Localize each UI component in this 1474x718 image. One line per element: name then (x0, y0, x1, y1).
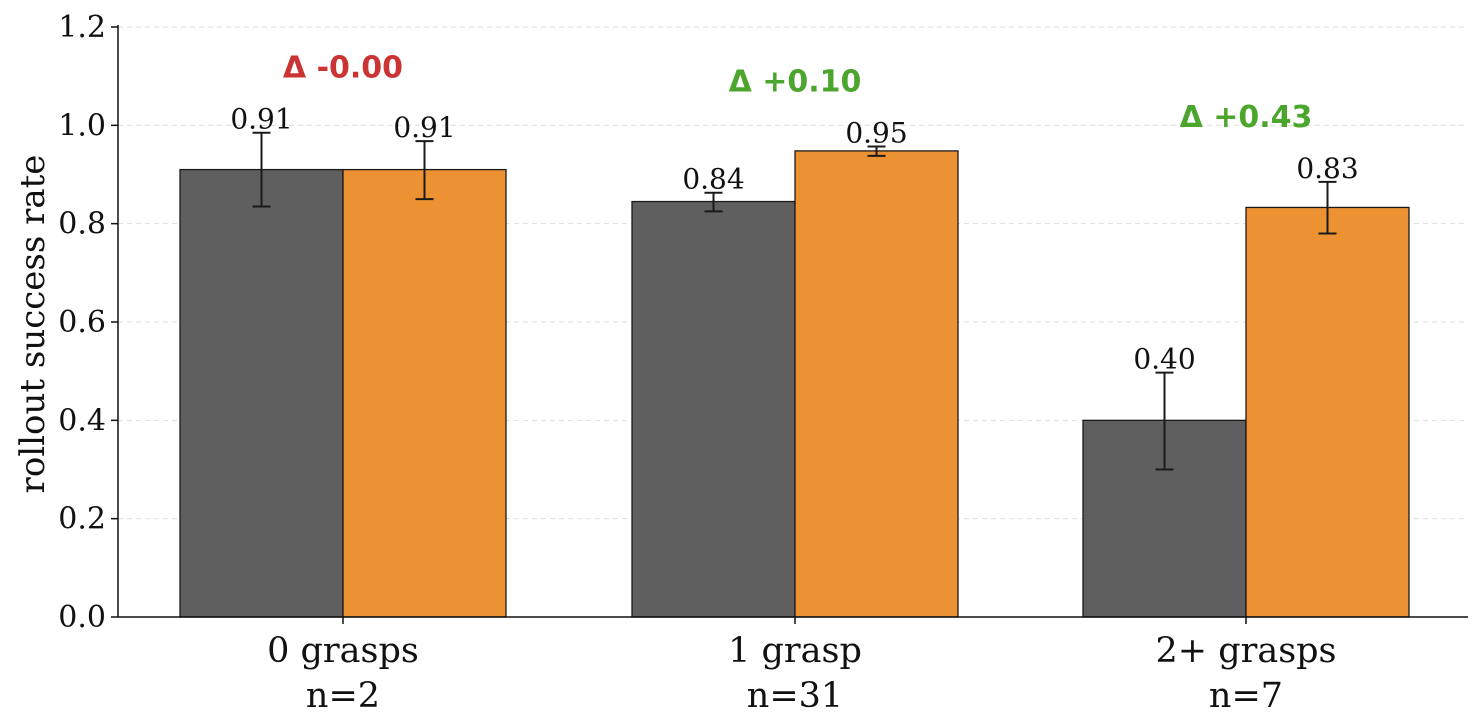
y-tick-label: 0.6 (58, 305, 106, 340)
x-tick-label: 2+ grasps (1155, 631, 1336, 671)
bar (794, 150, 959, 618)
y-tick-label: 0.0 (58, 600, 106, 635)
value-label: 0.83 (1296, 152, 1358, 185)
axes (111, 25, 1468, 624)
y-axis-title: rollout success rate (13, 155, 53, 494)
y-tick-label: 1.2 (58, 10, 106, 45)
x-tick-sample-size: n=2 (306, 676, 380, 716)
error-bars (252, 131, 1337, 471)
x-tick-sample-size: n=7 (1209, 676, 1283, 716)
value-label: 0.95 (845, 116, 907, 149)
y-tick-label: 0.8 (58, 207, 106, 242)
bar (631, 200, 796, 618)
value-label: 0.91 (230, 103, 292, 136)
delta-annotation: Δ +0.10 (729, 64, 862, 99)
labels: 0.0 0.2 0.4 0.6 0.8 1.0 1.2 0.91 0.84 0.40 0.91 0.9… (58, 10, 1358, 716)
bars (179, 150, 1410, 618)
bar (1245, 206, 1410, 618)
value-label: 0.84 (682, 163, 744, 196)
x-tick-label: 1 grasp (728, 631, 862, 671)
x-tick-label: 0 grasps (267, 631, 419, 671)
delta-annotation: Δ +0.43 (1180, 100, 1313, 135)
value-label: 0.40 (1133, 343, 1195, 376)
y-tick-label: 0.2 (58, 502, 106, 537)
bar (179, 168, 344, 618)
x-tick-sample-size: n=31 (747, 676, 843, 716)
y-tick-label: 0.4 (58, 403, 106, 438)
delta-annotation: Δ -0.00 (283, 51, 403, 86)
bar (342, 168, 507, 618)
value-label: 0.91 (393, 111, 455, 144)
y-tick-label: 1.0 (58, 108, 106, 143)
